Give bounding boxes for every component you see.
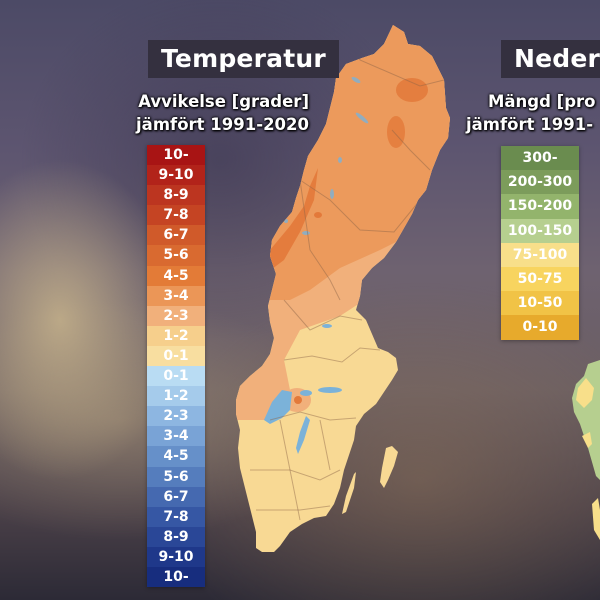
legend-item: 7-8	[147, 205, 205, 226]
precipitation-legend: 300- 200-300 150-200 100-150 75-100 50-75 10-5…	[501, 146, 579, 340]
legend-item: 8-9	[147, 526, 205, 547]
legend-item: 3-4	[147, 426, 205, 447]
precipitation-subtitle-line1: Mängd [pro	[488, 92, 596, 111]
legend-item: 10-	[147, 145, 205, 166]
precipitation-subtitle: Mängd [pro jämfört 1991-	[466, 90, 596, 136]
legend-item: 7-8	[147, 506, 205, 527]
temperature-subtitle-line1: Avvikelse [grader]	[138, 92, 309, 111]
legend-item: 4-5	[147, 265, 205, 286]
precipitation-subtitle-line2: jämfört 1991-	[466, 115, 594, 134]
legend-item: 0-10	[501, 315, 579, 340]
legend-item: 9-10	[147, 546, 205, 567]
legend-item: 0-1	[147, 345, 205, 367]
temperature-title: Temperatur	[148, 40, 339, 78]
legend-item: 1-2	[147, 386, 205, 407]
legend-item: 3-4	[147, 285, 205, 306]
legend-item: 200-300	[501, 170, 579, 195]
legend-item: 10-	[147, 566, 205, 588]
temperature-legend: 10- 9-10 8-9 7-8 6-7 5-6 4-5 3-4 2-3 1-2 0-1 0-1 1-2…	[147, 145, 205, 588]
legend-item: 9-10	[147, 165, 205, 186]
legend-item: 2-3	[147, 406, 205, 427]
legend-item: 300-	[501, 146, 579, 171]
legend-item: 100-150	[501, 218, 579, 243]
legend-item: 75-100	[501, 242, 579, 267]
legend-item: 8-9	[147, 185, 205, 206]
legend-item: 6-7	[147, 225, 205, 246]
temperature-subtitle-line2: jämfört 1991-2020	[136, 115, 309, 134]
legend-item: 150-200	[501, 194, 579, 219]
legend-item: 5-6	[147, 245, 205, 266]
precipitation-title: Nederb	[501, 40, 600, 78]
legend-item: 10-50	[501, 291, 579, 316]
temperature-subtitle: Avvikelse [grader] jämfört 1991-2020	[136, 90, 309, 136]
legend-item: 6-7	[147, 486, 205, 507]
legend-item: 1-2	[147, 325, 205, 346]
legend-item: 2-3	[147, 305, 205, 326]
legend-item: 4-5	[147, 446, 205, 467]
legend-item: 0-1	[147, 366, 205, 387]
legend-item: 50-75	[501, 266, 579, 292]
legend-item: 5-6	[147, 466, 205, 487]
